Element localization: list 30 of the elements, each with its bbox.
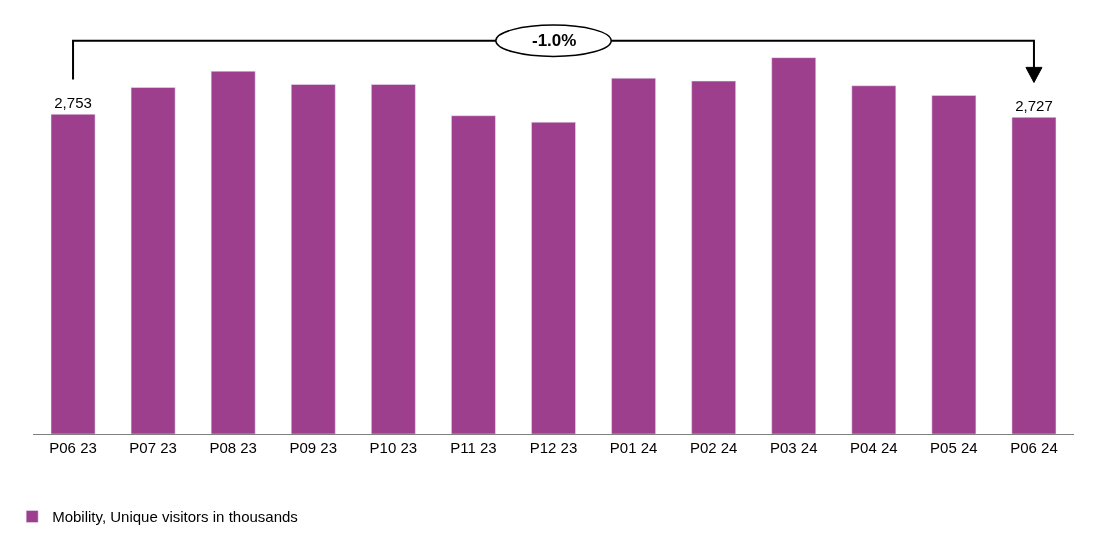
x-tick-label: P04 24: [850, 439, 898, 456]
text: -1.0%: [532, 31, 577, 50]
bar: [1011, 117, 1057, 434]
data-label: 2,727: [1015, 97, 1053, 115]
x-tick-label: P06 24: [1010, 439, 1058, 456]
bar: [531, 121, 576, 434]
bar: [771, 57, 816, 434]
x-tick-label: P10 23: [369, 439, 418, 456]
bar: [691, 80, 736, 434]
bar: [130, 87, 176, 434]
data-label: 2,753: [54, 94, 92, 112]
x-tick-label: P09 23: [289, 439, 338, 456]
x-tick-label: P01 24: [609, 439, 658, 456]
bar: [611, 77, 656, 434]
x-tick-label: P02 24: [689, 439, 738, 456]
x-tick-label: P05 24: [930, 439, 978, 456]
bar: [291, 84, 336, 434]
bar: [371, 84, 416, 434]
x-tick-label: P07 23: [129, 439, 177, 456]
x-tick-label: P03 24: [769, 439, 818, 456]
bar: [851, 85, 897, 434]
legend-label: Mobility, Unique visitors in thousands: [52, 508, 298, 526]
bar: [210, 70, 256, 434]
bar: [451, 115, 496, 434]
x-tick-label: P06 23: [49, 439, 97, 456]
bar: [50, 114, 96, 434]
x-tick-label: P11 23: [450, 439, 497, 456]
x-tick-label: P12 23: [529, 439, 578, 456]
x-tick-label: P08 23: [209, 439, 257, 456]
bar: [931, 95, 977, 434]
